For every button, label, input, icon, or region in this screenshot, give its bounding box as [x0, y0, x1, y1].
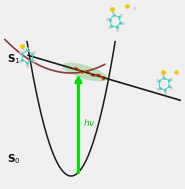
- Point: [121, 22, 124, 25]
- Point: [126, 5, 129, 8]
- Polygon shape: [62, 63, 107, 81]
- Point: [167, 79, 170, 82]
- Point: [170, 86, 173, 89]
- Point: [112, 14, 115, 17]
- Point: [26, 46, 28, 49]
- Point: [119, 13, 122, 16]
- Point: [26, 49, 28, 52]
- Point: [26, 64, 28, 67]
- Point: [20, 44, 23, 47]
- Text: S$_1$: S$_1$: [7, 52, 20, 66]
- Text: $hv$: $hv$: [83, 117, 96, 128]
- Point: [26, 61, 28, 64]
- Point: [155, 79, 158, 82]
- Point: [108, 18, 111, 21]
- Text: S$_0$: S$_0$: [7, 152, 21, 166]
- Point: [168, 85, 171, 88]
- Point: [19, 51, 22, 54]
- Point: [21, 58, 24, 61]
- Point: [110, 24, 113, 27]
- Point: [169, 77, 172, 80]
- Point: [106, 17, 109, 20]
- Point: [116, 28, 119, 31]
- Point: [21, 52, 24, 55]
- Point: [162, 74, 165, 77]
- Point: [108, 26, 111, 29]
- Point: [117, 15, 120, 18]
- Point: [30, 52, 33, 55]
- Point: [30, 58, 33, 61]
- Point: [32, 51, 35, 54]
- Point: [32, 60, 35, 63]
- Point: [119, 21, 122, 24]
- Point: [158, 80, 161, 83]
- Point: [19, 60, 22, 63]
- Point: [115, 26, 118, 29]
- Point: [175, 70, 178, 73]
- Point: [111, 8, 114, 11]
- Point: [162, 76, 165, 79]
- Point: [156, 88, 159, 91]
- Point: [162, 70, 164, 73]
- Point: [163, 88, 166, 91]
- Point: [132, 6, 135, 9]
- Point: [164, 91, 166, 94]
- Point: [158, 86, 161, 89]
- Point: [112, 11, 115, 14]
